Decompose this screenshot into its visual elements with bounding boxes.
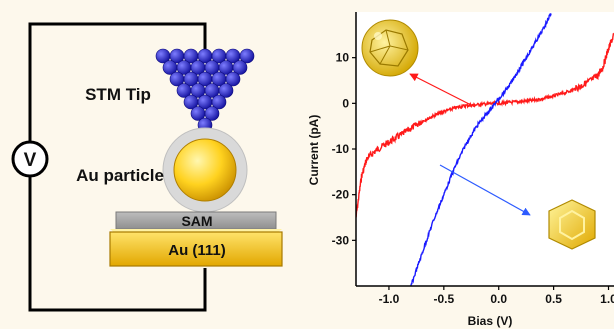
red-annotation-arrow bbox=[409, 73, 476, 108]
voltmeter-icon bbox=[11, 140, 49, 178]
y-tick-label: 0 bbox=[342, 96, 349, 110]
blue-iv-curve bbox=[410, 13, 552, 286]
x-axis-label: Bias (V) bbox=[468, 314, 513, 328]
y-tick-label: -20 bbox=[332, 188, 350, 202]
y-tick-label: -10 bbox=[332, 142, 350, 156]
x-tick-label: -1.0 bbox=[379, 292, 400, 306]
x-tick-label: -0.5 bbox=[433, 292, 454, 306]
y-axis-label: Current (pA) bbox=[307, 115, 321, 186]
tip-atom bbox=[218, 83, 234, 98]
x-tick-label: 0.0 bbox=[490, 292, 507, 306]
x-tick-label: 1.0 bbox=[600, 292, 614, 306]
nanocrystal-inset-icon bbox=[548, 199, 596, 250]
substrate-block bbox=[109, 231, 283, 267]
tip-atom bbox=[211, 94, 227, 110]
tip-atom bbox=[232, 60, 248, 75]
stm-tip-icon bbox=[155, 48, 255, 133]
substrate-label: Au (111) bbox=[168, 242, 226, 259]
blue-annotation-arrow bbox=[439, 164, 531, 216]
au-particle-icon bbox=[173, 138, 237, 202]
tip-atom bbox=[225, 71, 241, 87]
sam-label: SAM bbox=[181, 213, 212, 229]
voltmeter-symbol: V bbox=[24, 150, 37, 171]
cluster-inset-icon bbox=[361, 19, 419, 77]
au-particle-label: Au particle bbox=[76, 166, 164, 185]
x-tick-label: 0.5 bbox=[545, 292, 562, 306]
tip-atom bbox=[204, 106, 220, 121]
circuit-wire bbox=[28, 22, 207, 312]
tip-atom bbox=[239, 48, 255, 64]
y-tick-label: 10 bbox=[336, 51, 350, 65]
iv-chart: -1.0 -0.5 0.0 0.5 1.0 100-10-20-30 Bias (V) … bbox=[307, 12, 614, 328]
stm-setup: V STM Tip Au particle SAM Au (111) bbox=[11, 22, 283, 312]
y-tick-label: -30 bbox=[332, 233, 350, 247]
red-iv-curve bbox=[356, 32, 614, 218]
stm-tip-label: STM Tip bbox=[85, 85, 151, 104]
